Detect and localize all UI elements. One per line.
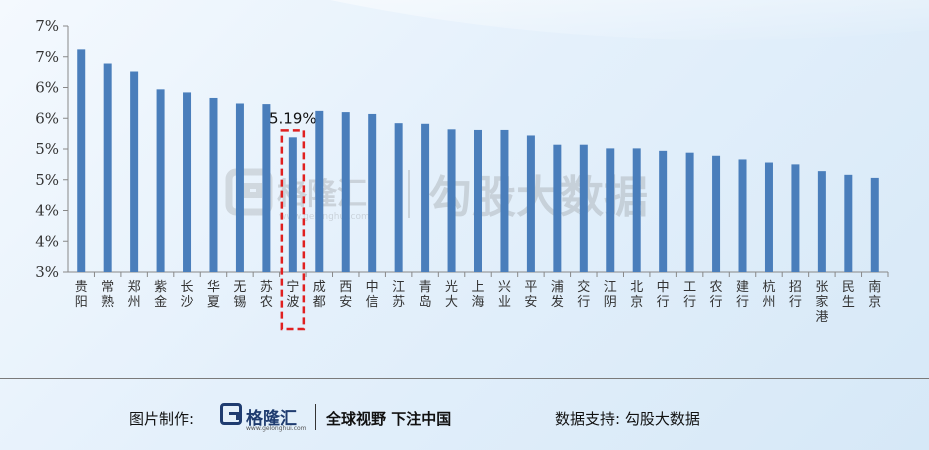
highlight-box bbox=[280, 129, 306, 331]
x-tick-label: 北京 bbox=[630, 280, 643, 310]
y-tick-label: 7% bbox=[35, 17, 59, 35]
footer-logo-text: 格隆汇 bbox=[246, 409, 297, 429]
x-tick-label: 长沙 bbox=[181, 280, 194, 310]
bar bbox=[394, 123, 403, 272]
x-tick-label: 交行 bbox=[577, 279, 590, 310]
bar bbox=[209, 97, 218, 272]
y-tick-label: 4% bbox=[35, 202, 59, 220]
data-label: 5.19% bbox=[269, 109, 317, 127]
x-tick-label: 南京 bbox=[868, 279, 881, 310]
x-tick-label: 光大 bbox=[445, 280, 458, 310]
footer-logo: 格隆汇 www.gelonghui.com bbox=[220, 402, 310, 432]
x-tick-label: 江阴 bbox=[604, 280, 617, 310]
bar bbox=[791, 164, 800, 272]
footer-divider bbox=[0, 378, 929, 379]
y-tick-label: 6% bbox=[35, 79, 59, 97]
bar bbox=[156, 89, 165, 272]
x-tick-label: 平安 bbox=[524, 280, 537, 310]
x-tick-label: 宁波 bbox=[286, 279, 299, 310]
bar bbox=[764, 162, 773, 272]
x-tick-label: 建行 bbox=[736, 280, 749, 310]
x-tick-label: 兴业 bbox=[498, 280, 511, 310]
x-tick-label: 招行 bbox=[789, 280, 802, 310]
x-tick-label: 西安 bbox=[339, 280, 352, 310]
bar bbox=[183, 92, 192, 272]
bar bbox=[526, 135, 535, 272]
watermark-url: www.gelonghui.com bbox=[279, 212, 370, 222]
bar bbox=[712, 155, 721, 272]
bar bbox=[659, 150, 668, 272]
footer: 图片制作: 格隆汇 www.gelonghui.com 全球视野 下注中国 数据… bbox=[0, 396, 929, 436]
bar bbox=[817, 171, 826, 272]
footer-made-by: 图片制作: bbox=[129, 410, 195, 428]
watermark-divider bbox=[408, 170, 410, 218]
bar bbox=[130, 71, 139, 272]
y-tick-label: 5% bbox=[35, 171, 59, 189]
x-tick-label: 中行 bbox=[657, 280, 670, 310]
y-tick-label: 5% bbox=[35, 140, 59, 158]
bar bbox=[368, 113, 377, 272]
x-tick-label: 紫金 bbox=[154, 280, 167, 310]
x-tick-label: 华夏 bbox=[207, 280, 220, 310]
footer-logo-url: www.gelonghui.com bbox=[246, 425, 307, 432]
bar bbox=[553, 144, 562, 272]
y-tick-label: 6% bbox=[35, 109, 59, 127]
bar bbox=[738, 159, 747, 272]
bar bbox=[844, 174, 853, 272]
bar bbox=[685, 152, 694, 272]
x-tick-label: 常熟 bbox=[101, 280, 114, 310]
x-tick-label: 贵阳 bbox=[75, 280, 88, 310]
bar bbox=[262, 104, 271, 272]
x-tick-label: 郑州 bbox=[128, 280, 141, 310]
bar bbox=[632, 148, 641, 272]
x-tick-label: 中信 bbox=[366, 280, 379, 310]
bar bbox=[315, 110, 324, 273]
y-tick-label: 7% bbox=[35, 48, 59, 66]
bar bbox=[341, 112, 350, 272]
x-tick-label: 工行 bbox=[683, 280, 696, 310]
x-tick-label: 成都 bbox=[313, 280, 326, 310]
x-tick-label: 无锡 bbox=[233, 280, 246, 310]
x-tick-label: 江苏 bbox=[392, 280, 405, 310]
x-tick-label: 民生 bbox=[842, 280, 855, 310]
footer-support: 数据支持: 勾股大数据 bbox=[555, 410, 700, 428]
bar bbox=[421, 123, 430, 272]
logo-icon bbox=[220, 403, 242, 425]
y-tick-label: 3% bbox=[35, 263, 59, 281]
x-tick-label: 浦发 bbox=[551, 280, 564, 310]
bar bbox=[500, 129, 509, 272]
x-tick-label: 上海 bbox=[471, 280, 484, 310]
x-tick-label: 农行 bbox=[710, 280, 723, 310]
x-tick-label: 杭州 bbox=[762, 280, 775, 310]
bar bbox=[288, 137, 297, 272]
x-tick-label: 苏农 bbox=[260, 279, 273, 310]
bar bbox=[579, 144, 588, 272]
footer-slogan: 全球视野 下注中国 bbox=[326, 410, 452, 428]
bar bbox=[235, 103, 244, 273]
bar-chart: 格隆汇 www.gelonghui.com 勾股大数据 3%4%4%5%5%6%… bbox=[35, 0, 929, 331]
watermark-text: 勾股大数据 bbox=[428, 172, 648, 223]
bar bbox=[474, 129, 482, 272]
watermark-logo-inner-icon bbox=[244, 183, 262, 198]
y-tick-label: 4% bbox=[35, 232, 59, 250]
bar bbox=[606, 148, 615, 272]
x-tick-label: 青岛 bbox=[419, 280, 432, 310]
x-tick-label: 张家港 bbox=[815, 280, 828, 325]
bar bbox=[447, 129, 456, 272]
bar bbox=[870, 177, 879, 272]
footer-separator bbox=[315, 404, 316, 430]
background-sheen bbox=[330, 0, 929, 40]
bar bbox=[103, 63, 112, 272]
bar bbox=[77, 49, 86, 273]
